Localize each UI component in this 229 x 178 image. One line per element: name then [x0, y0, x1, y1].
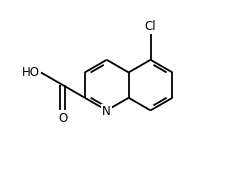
- Text: HO: HO: [21, 66, 39, 79]
- Text: O: O: [58, 112, 67, 125]
- Text: Cl: Cl: [144, 20, 156, 33]
- Text: N: N: [102, 105, 111, 118]
